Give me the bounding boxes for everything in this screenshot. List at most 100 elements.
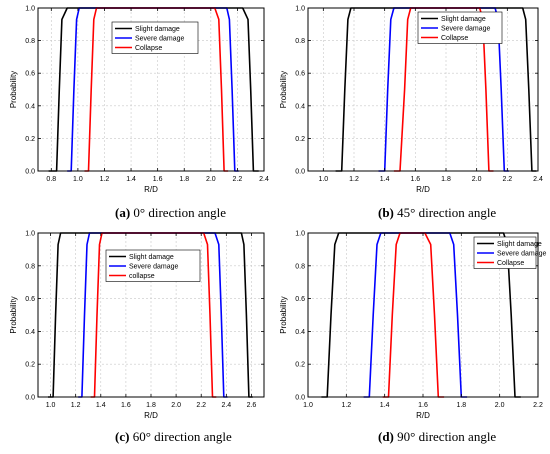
series-line-collapse bbox=[382, 232, 445, 398]
y-tick-label: 0.6 bbox=[25, 296, 35, 303]
y-tick-label: 0.2 bbox=[295, 136, 305, 143]
caption-a-text: 0° direction angle bbox=[133, 205, 226, 220]
y-tick-label: 0.4 bbox=[25, 329, 35, 336]
x-tick-label: 2.0 bbox=[171, 402, 181, 409]
legend-label: collapse bbox=[129, 273, 155, 280]
panel-c: 1.0 1.2 1.4 1.6 1.8 2.0 2.2 2.4 2.6 0.0 0.2 0.4 0.6 0… bbox=[9, 231, 265, 420]
x-tick-label: 1.2 bbox=[341, 402, 351, 409]
x-axis-label: R/D bbox=[416, 185, 430, 194]
x-tick-label: 1.0 bbox=[73, 176, 83, 183]
panel-d: 1.0 1.2 1.4 1.6 1.8 2.0 2.2 0.0 0.2 0.4 0.6 0.8 1.0 R… bbox=[279, 231, 547, 421]
y-tick-label: 1.0 bbox=[25, 231, 35, 238]
caption-c: (c) 60° direction angle bbox=[115, 429, 232, 445]
x-tick-label: 1.4 bbox=[126, 176, 136, 183]
y-tick-label: 0.2 bbox=[25, 362, 35, 369]
panel-b: 1.0 1.2 1.4 1.6 1.8 2.0 2.2 2.4 0.0 0.2 0.4 0.6 0.8 1… bbox=[279, 6, 543, 195]
caption-c-label: (c) bbox=[115, 429, 130, 444]
x-tick-label: 1.0 bbox=[318, 176, 328, 183]
x-tick-label: 1.6 bbox=[418, 402, 428, 409]
y-tick-label: 0.2 bbox=[295, 362, 305, 369]
x-tick-label: 1.4 bbox=[380, 402, 390, 409]
x-tick-label: 2.4 bbox=[221, 402, 231, 409]
x-tick-label: 1.0 bbox=[46, 402, 56, 409]
y-axis-label: Probability bbox=[9, 71, 18, 108]
y-tick-label: 1.0 bbox=[25, 6, 35, 13]
y-axis-label: Probability bbox=[279, 296, 288, 333]
caption-b-label: (b) bbox=[378, 205, 394, 220]
legend-label: Slight damage bbox=[129, 254, 174, 261]
caption-d: (d) 90° direction angle bbox=[378, 429, 496, 445]
caption-d-label: (d) bbox=[378, 429, 394, 444]
x-tick-label: 1.6 bbox=[153, 176, 163, 183]
x-tick-label: 2.6 bbox=[247, 402, 257, 409]
x-tick-label: 2.2 bbox=[196, 402, 206, 409]
y-tick-label: 0.0 bbox=[25, 169, 35, 176]
legend-label: Severe damage bbox=[135, 36, 185, 43]
y-tick-label: 0.2 bbox=[25, 136, 35, 143]
x-tick-label: 1.2 bbox=[100, 176, 110, 183]
x-tick-label: 1.2 bbox=[71, 402, 81, 409]
y-tick-label: 0.8 bbox=[295, 38, 305, 45]
caption-a-label: (a) bbox=[115, 205, 131, 220]
x-tick-label: 2.0 bbox=[472, 176, 482, 183]
x-axis-label: R/D bbox=[416, 411, 430, 420]
x-tick-label: 2.2 bbox=[533, 402, 543, 409]
x-tick-label: 2.0 bbox=[495, 402, 505, 409]
legend-a: Slight damage Severe damage Collapse bbox=[111, 21, 199, 54]
y-tick-label: 0.8 bbox=[25, 38, 35, 45]
legend-label: Severe damage bbox=[441, 26, 491, 33]
legend-label: Slight damage bbox=[135, 26, 180, 33]
legend-label: Slight damage bbox=[497, 241, 542, 248]
y-tick-label: 0.0 bbox=[25, 395, 35, 402]
x-tick-label: 1.8 bbox=[146, 402, 156, 409]
x-tick-label: 2.0 bbox=[206, 176, 216, 183]
y-tick-label: 0.8 bbox=[25, 263, 35, 270]
legend-d: Slight damage Severe damage Collapse bbox=[473, 236, 547, 269]
x-tick-label: 2.4 bbox=[533, 176, 543, 183]
y-tick-label: 0.4 bbox=[295, 103, 305, 110]
y-tick-label: 1.0 bbox=[295, 231, 305, 238]
x-tick-label: 2.2 bbox=[502, 176, 512, 183]
legend-label: Slight damage bbox=[441, 16, 486, 23]
x-axis-label: R/D bbox=[144, 185, 158, 194]
x-tick-label: 1.6 bbox=[121, 402, 131, 409]
x-tick-label: 1.8 bbox=[441, 176, 451, 183]
x-tick-label: 1.6 bbox=[410, 176, 420, 183]
caption-d-text: 90° direction angle bbox=[397, 429, 497, 444]
y-tick-label: 0.8 bbox=[295, 263, 305, 270]
legend-label: Collapse bbox=[135, 45, 162, 52]
y-axis-label: Probability bbox=[9, 296, 18, 333]
y-tick-label: 0.6 bbox=[295, 71, 305, 78]
x-tick-label: 0.8 bbox=[46, 176, 56, 183]
x-tick-label: 1.8 bbox=[456, 402, 466, 409]
y-tick-label: 0.4 bbox=[295, 329, 305, 336]
plot-frame bbox=[37, 7, 265, 172]
caption-c-text: 60° direction angle bbox=[132, 429, 232, 444]
legend-c: Slight damage Severe damage collapse bbox=[105, 249, 201, 282]
x-tick-label: 1.8 bbox=[179, 176, 189, 183]
legend-label: Severe damage bbox=[497, 251, 547, 258]
x-tick-label: 1.2 bbox=[349, 176, 359, 183]
y-tick-label: 0.6 bbox=[295, 296, 305, 303]
y-tick-label: 0.4 bbox=[25, 103, 35, 110]
x-axis-label: R/D bbox=[144, 411, 158, 420]
legend-label: Severe damage bbox=[129, 264, 179, 271]
caption-b-text: 45° direction angle bbox=[397, 205, 497, 220]
y-tick-label: 0.6 bbox=[25, 71, 35, 78]
caption-a: (a) 0° direction angle bbox=[115, 205, 226, 221]
x-tick-label: 1.4 bbox=[96, 402, 106, 409]
series-line-severe-damage bbox=[363, 232, 468, 398]
x-tick-label: 2.2 bbox=[233, 176, 243, 183]
legend-label: Collapse bbox=[497, 260, 524, 267]
caption-b: (b) 45° direction angle bbox=[378, 205, 496, 221]
x-tick-label: 1.4 bbox=[380, 176, 390, 183]
y-tick-label: 1.0 bbox=[295, 6, 305, 13]
y-axis-label: Probability bbox=[279, 71, 288, 108]
y-tick-label: 0.0 bbox=[295, 169, 305, 176]
plot-frame bbox=[307, 7, 539, 172]
x-tick-label: 1.0 bbox=[303, 402, 313, 409]
x-tick-label: 2.4 bbox=[259, 176, 269, 183]
y-tick-label: 0.0 bbox=[295, 395, 305, 402]
